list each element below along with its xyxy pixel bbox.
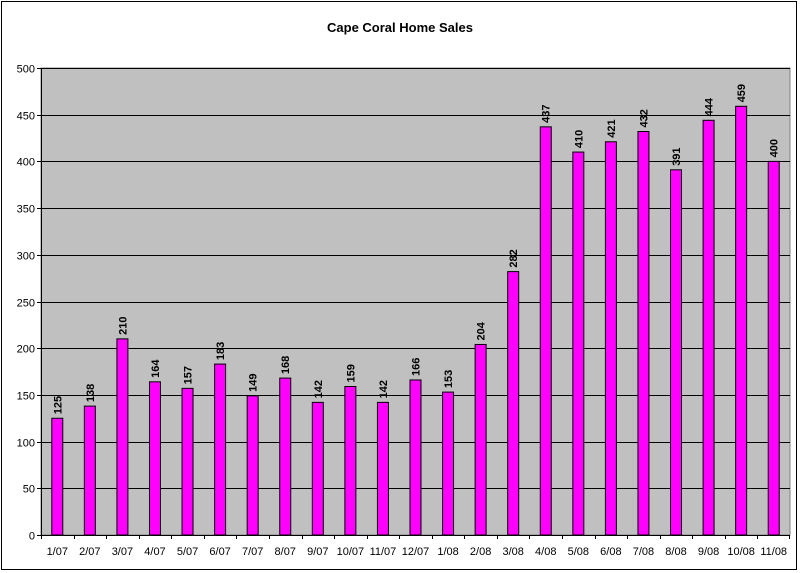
x-tick-label: 6/08	[600, 546, 621, 558]
bar	[735, 105, 748, 536]
bar	[767, 160, 780, 536]
x-tick-label: 7/08	[633, 546, 654, 558]
bar	[51, 417, 64, 536]
x-tick-label: 5/07	[177, 546, 198, 558]
x-tick-label: 11/08	[760, 546, 787, 558]
x-tick-label: 12/07	[402, 546, 430, 558]
data-label: 138	[85, 384, 97, 402]
bar	[670, 169, 683, 536]
data-label: 159	[345, 364, 357, 382]
data-label: 153	[443, 370, 455, 388]
y-tick-label: 200	[17, 344, 35, 356]
bar	[702, 119, 715, 536]
bar	[507, 271, 520, 536]
x-tick-label: 5/08	[568, 546, 589, 558]
bar	[344, 385, 357, 536]
x-tick-label: 3/07	[112, 546, 133, 558]
bar	[246, 395, 259, 536]
y-tick-label: 250	[17, 298, 35, 310]
data-label: 142	[313, 380, 325, 398]
y-tick-label: 300	[17, 251, 35, 263]
y-tick-label: 150	[17, 391, 35, 403]
data-label: 444	[704, 97, 716, 116]
x-tick-label: 10/08	[727, 546, 755, 558]
data-label: 391	[671, 147, 683, 165]
x-tick-label: 2/08	[470, 546, 491, 558]
chart-title: Cape Coral Home Sales	[327, 20, 473, 35]
data-label: 400	[769, 139, 781, 157]
data-label: 168	[280, 356, 292, 374]
x-tick-label: 9/07	[307, 546, 328, 558]
x-tick-label: 2/07	[79, 546, 100, 558]
data-label: 142	[378, 380, 390, 398]
bar	[474, 343, 487, 536]
x-tick-label: 1/07	[47, 546, 68, 558]
data-label: 421	[606, 119, 618, 137]
y-tick-label: 100	[17, 438, 35, 450]
data-label: 437	[541, 104, 553, 122]
bar	[83, 405, 96, 536]
data-label: 282	[508, 249, 520, 267]
bar	[311, 401, 324, 536]
bar	[148, 381, 161, 536]
bar	[572, 151, 585, 536]
bar	[214, 363, 227, 536]
bar	[539, 126, 552, 536]
data-label: 432	[638, 109, 650, 127]
x-tick-label: 11/07	[370, 546, 397, 558]
data-label: 183	[215, 342, 227, 360]
data-label: 164	[150, 359, 162, 378]
x-tick-label: 6/07	[209, 546, 230, 558]
data-label: 149	[248, 373, 260, 391]
bar	[637, 131, 650, 536]
data-label: 459	[736, 84, 748, 102]
x-tick-label: 4/08	[535, 546, 556, 558]
y-tick-label: 350	[17, 204, 35, 216]
x-tick-label: 8/08	[665, 546, 686, 558]
data-label: 157	[183, 366, 195, 384]
data-label: 204	[476, 321, 488, 340]
x-tick-label: 9/08	[698, 546, 719, 558]
y-tick-label: 500	[17, 64, 35, 76]
x-tick-label: 7/07	[242, 546, 263, 558]
x-tick-label: 10/07	[337, 546, 365, 558]
bar	[181, 387, 194, 536]
bar	[604, 141, 617, 536]
bar	[409, 379, 422, 536]
x-tick-label: 3/08	[502, 546, 523, 558]
data-label: 410	[573, 130, 585, 148]
y-tick-label: 50	[23, 484, 35, 496]
x-tick-label: 1/08	[437, 546, 458, 558]
data-label: 210	[117, 317, 129, 335]
x-tick-label: 8/07	[275, 546, 296, 558]
y-tick-label: 450	[17, 111, 35, 123]
bar	[376, 401, 389, 536]
bar	[442, 391, 455, 536]
y-tick-label: 0	[29, 531, 35, 543]
data-label: 125	[52, 396, 64, 414]
y-tick-label: 400	[17, 157, 35, 169]
data-label: 166	[411, 358, 423, 376]
bar	[279, 377, 292, 536]
bar	[116, 338, 129, 536]
x-tick-label: 4/07	[144, 546, 165, 558]
